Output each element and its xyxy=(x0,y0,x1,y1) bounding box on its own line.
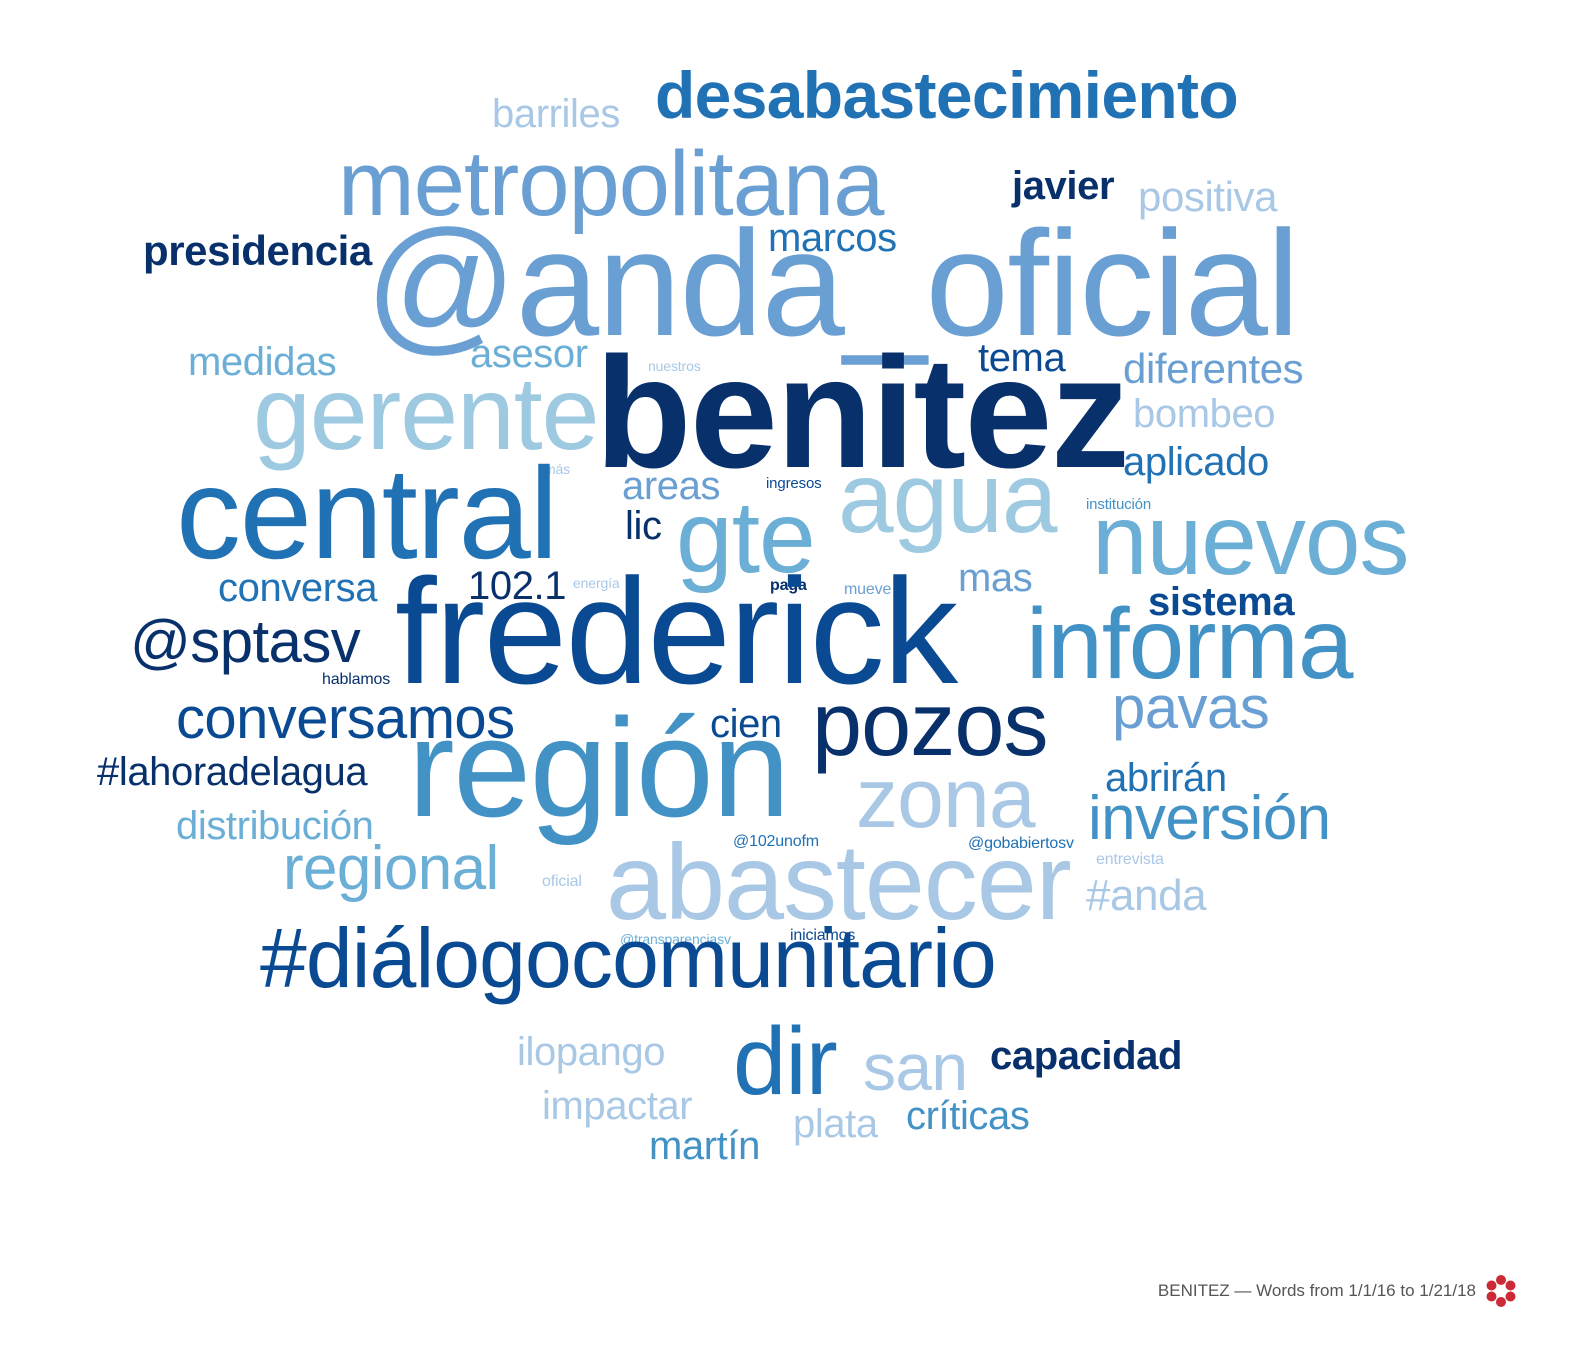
word-distribución: distribución xyxy=(176,804,374,848)
word-anda: #anda xyxy=(1086,871,1207,920)
word-abrirán: abrirán xyxy=(1105,756,1227,800)
word-102-1: 102.1 xyxy=(468,564,567,608)
word-tema: tema xyxy=(978,336,1066,380)
word-sistema: sistema xyxy=(1148,580,1295,624)
word-anda-oficial: @anda_oficial xyxy=(365,199,1300,367)
word-mas: mas xyxy=(958,556,1033,600)
word-conversa: conversa xyxy=(218,566,378,610)
word-barriles: barriles xyxy=(492,92,620,136)
word-conversamos: conversamos xyxy=(176,686,515,751)
word-cien: cien xyxy=(710,702,782,746)
word-institución: institución xyxy=(1086,496,1152,513)
word-lahoradelagua: #lahoradelagua xyxy=(97,750,368,794)
footer: BENITEZ — Words from 1/1/16 to 1/21/18 xyxy=(1158,1274,1518,1308)
word-sptasv: @sptasv xyxy=(130,608,361,675)
word-entrevista: entrevista xyxy=(1096,851,1164,868)
word-energía: energía xyxy=(573,575,620,591)
word-san: san xyxy=(863,1030,968,1104)
word-regional: regional xyxy=(283,834,499,903)
word-pavas: pavas xyxy=(1112,674,1270,741)
word-más: más xyxy=(544,461,571,477)
word-frederick: frederick xyxy=(395,547,958,715)
word-plata: plata xyxy=(793,1102,878,1146)
word-impactar: impactar xyxy=(542,1084,693,1128)
word-ilopango: ilopango xyxy=(517,1030,666,1074)
word-asesor: asesor xyxy=(470,332,588,376)
word-dir: dir xyxy=(733,1008,838,1115)
word-pozos: pozos xyxy=(812,675,1049,775)
word-aplicado: aplicado xyxy=(1123,440,1269,484)
word-javier: javier xyxy=(1012,164,1115,208)
word-región: región xyxy=(408,689,790,846)
word-hablamos: hablamos xyxy=(322,671,391,688)
word-positiva: positiva xyxy=(1138,173,1278,220)
word-metropolitana: metropolitana xyxy=(338,133,884,235)
word-críticas: críticas xyxy=(906,1094,1030,1138)
word-agua: agua xyxy=(838,442,1057,554)
word-desabastecimiento: desabastecimiento xyxy=(655,58,1239,132)
word-medidas: medidas xyxy=(188,340,337,384)
word-abastecer: abastecer xyxy=(606,821,1072,942)
word-areas: areas xyxy=(622,464,721,508)
word-gerente: gerente xyxy=(253,356,599,472)
word-diferentes: diferentes xyxy=(1123,345,1304,392)
word-ingresos: ingresos xyxy=(766,475,822,492)
word-informa: informa xyxy=(1026,588,1353,700)
word-capacidad: capacidad xyxy=(990,1034,1183,1078)
word-paga: paga xyxy=(770,577,807,594)
word-mueve: mueve xyxy=(844,581,892,598)
word-inversión: inversión xyxy=(1088,784,1331,853)
word-zona: zona xyxy=(856,751,1036,845)
word-gobabiertosv: @gobabiertosv xyxy=(968,835,1074,852)
word-presidencia: presidencia xyxy=(143,227,372,274)
word-marcos: marcos xyxy=(768,216,897,260)
word-nuevos: nuevos xyxy=(1092,484,1409,596)
red-flower-logo-icon xyxy=(1486,1275,1516,1307)
word-diálogocomunitario: #diálogocomunitario xyxy=(260,911,997,1005)
word-lic: lic xyxy=(625,504,662,548)
word-bombeo: bombeo xyxy=(1133,392,1276,436)
word-central: central xyxy=(176,440,558,586)
footer-caption: BENITEZ — Words from 1/1/16 to 1/21/18 xyxy=(1157,1281,1476,1300)
word-iniciamos: iniciamos xyxy=(790,927,856,944)
word-transparenciasv: @transparenciasv xyxy=(620,931,731,947)
word-oficial: oficial xyxy=(542,873,582,890)
word-102unofm: @102unofm xyxy=(733,833,819,850)
word-martín: martín xyxy=(649,1124,760,1168)
word-gte: gte xyxy=(676,480,816,594)
word-benitez: benitez xyxy=(595,325,1130,501)
word-nuestros: nuestros xyxy=(648,358,701,374)
